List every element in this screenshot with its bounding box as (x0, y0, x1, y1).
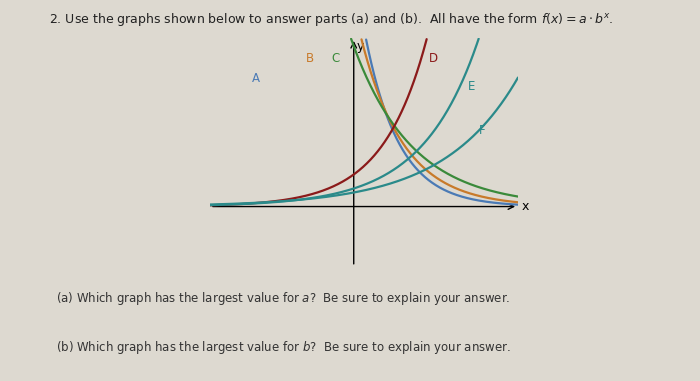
Text: y: y (356, 40, 364, 53)
Text: 2. Use the graphs shown below to answer parts (a) and (b).  All have the form $f: 2. Use the graphs shown below to answer … (49, 11, 614, 29)
Text: E: E (468, 80, 475, 93)
Text: A: A (252, 72, 260, 85)
Text: C: C (332, 52, 340, 65)
Text: B: B (306, 52, 314, 65)
Text: (a) Which graph has the largest value for $a$?  Be sure to explain your answer.: (a) Which graph has the largest value fo… (56, 290, 510, 307)
Text: D: D (428, 52, 438, 65)
Text: F: F (479, 124, 485, 137)
Text: x: x (522, 200, 529, 213)
Text: (b) Which graph has the largest value for $b$?  Be sure to explain your answer.: (b) Which graph has the largest value fo… (56, 339, 511, 356)
